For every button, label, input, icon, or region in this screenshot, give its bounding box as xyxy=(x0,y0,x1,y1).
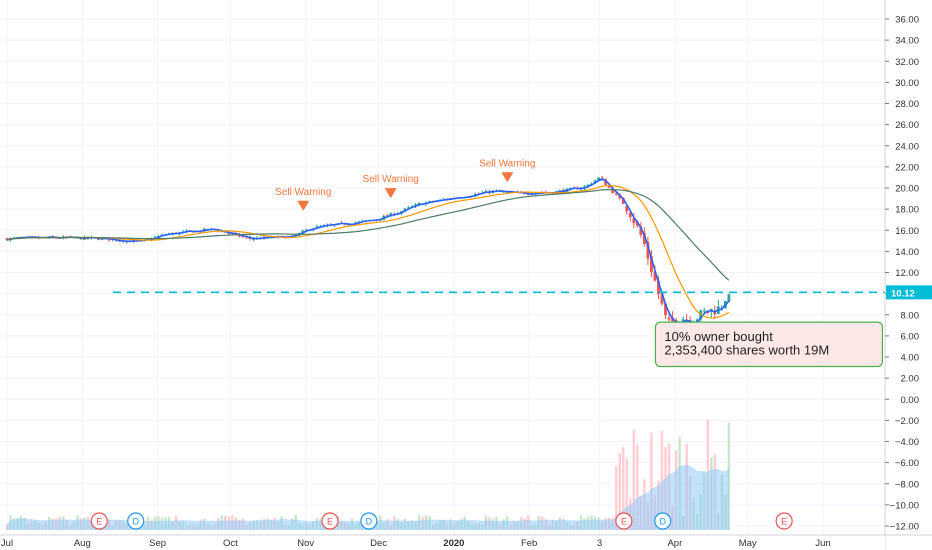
candles xyxy=(5,176,731,330)
event-marker-letter: E xyxy=(621,517,627,527)
annotation-line-2: 2,353,400 shares worth 19M xyxy=(664,343,829,358)
time-tick-label: Nov xyxy=(297,538,314,549)
price-tick-label: 0.00 xyxy=(901,395,920,406)
price-tick-label: 8.00 xyxy=(901,310,920,321)
price-tick-label: −10.00 xyxy=(890,500,919,511)
sell-warning: Sell Warning xyxy=(479,158,535,183)
price-tick-label: −12.00 xyxy=(890,522,919,533)
moving-average-line xyxy=(6,188,730,281)
time-axis[interactable]: Jul Aug Sep Oct Nov Dec 2020 Feb 3 Apr May Jun xyxy=(0,534,932,550)
price-axis[interactable]: 36.00 34.00 32.00 30.00 28.00 26.00 24.00 22.00… xyxy=(884,0,932,550)
price-tick-label: 34.00 xyxy=(895,36,919,47)
volume-bar xyxy=(650,432,653,530)
sell-warning-label: Sell Warning xyxy=(275,187,331,198)
volume-bar xyxy=(660,430,664,530)
price-tick-label: −4.00 xyxy=(895,437,919,448)
candle xyxy=(639,222,643,238)
sell-warning-label: Sell Warning xyxy=(479,158,535,169)
price-tick-label: 22.00 xyxy=(895,162,919,173)
volume-bar xyxy=(622,447,625,530)
time-tick-label: 2020 xyxy=(443,538,464,549)
event-marker-letter: E xyxy=(781,517,787,527)
price-tick-label: 30.00 xyxy=(895,78,919,89)
price-tick-label: 4.00 xyxy=(901,353,920,364)
candle xyxy=(699,309,703,323)
time-tick-label: 3 xyxy=(597,538,602,549)
time-tick-label: Oct xyxy=(223,538,238,549)
owner-buy-annotation: 10% owner bought 2,353,400 shares worth … xyxy=(654,321,884,368)
price-tick-label: 16.00 xyxy=(895,226,919,237)
price-tick-label: 6.00 xyxy=(901,331,920,342)
price-tick-label: 20.00 xyxy=(895,184,919,195)
grid xyxy=(0,0,885,538)
sell-warning-arrow xyxy=(384,188,397,199)
earnings-marker[interactable]: E xyxy=(90,512,108,530)
annotation-box xyxy=(654,321,884,368)
time-tick-label: Sep xyxy=(149,538,166,549)
candle xyxy=(385,213,389,217)
price-tick-label: 2.00 xyxy=(901,374,920,385)
dividend-marker[interactable]: D xyxy=(654,512,672,530)
candle xyxy=(650,249,653,278)
event-marker-letter: E xyxy=(327,517,333,527)
price-tick-label: 32.00 xyxy=(895,57,919,68)
price-tick-label: 12.00 xyxy=(895,268,919,279)
earnings-marker[interactable]: E xyxy=(615,512,633,530)
moving-average-line xyxy=(6,178,730,324)
last-price-tag-label: 10.12 xyxy=(891,288,915,299)
candle xyxy=(716,299,720,315)
volume-bar xyxy=(615,466,618,530)
candle xyxy=(706,311,710,315)
sell-warning: Sell Warning xyxy=(275,187,331,211)
price-tick-label: −6.00 xyxy=(895,458,919,469)
event-marker-letter: D xyxy=(132,517,139,527)
sell-warning-arrow xyxy=(501,172,514,183)
time-tick-label: Jul xyxy=(1,538,13,549)
moving-average-line xyxy=(6,185,730,319)
price-tick-label: 28.00 xyxy=(895,99,919,110)
price-tick-label: −8.00 xyxy=(895,479,919,490)
price-tick-label: 14.00 xyxy=(895,247,919,258)
sell-warning-arrow xyxy=(297,200,310,211)
price-tick-label: 26.00 xyxy=(895,120,919,131)
sell-warning-label: Sell Warning xyxy=(363,174,419,185)
event-marker-letter: D xyxy=(659,517,666,527)
moving-averages xyxy=(6,178,730,324)
volume-bar xyxy=(632,429,636,530)
price-tick-label: 36.00 xyxy=(895,15,919,26)
annotation-line-1: 10% owner bought xyxy=(664,329,773,344)
time-tick-label: May xyxy=(739,538,757,549)
time-tick-label: Dec xyxy=(370,538,387,549)
candle xyxy=(304,228,308,231)
sell-warning: Sell Warning xyxy=(363,174,419,199)
dividend-marker[interactable]: D xyxy=(360,512,378,530)
volume-bar xyxy=(625,458,628,530)
volume-bar xyxy=(636,444,639,530)
time-tick-label: Jun xyxy=(815,538,830,549)
event-marker-letter: E xyxy=(96,517,102,527)
candle xyxy=(646,236,650,266)
last-price-tag: 10.12 xyxy=(886,285,932,300)
dividend-marker[interactable]: D xyxy=(127,512,145,530)
price-tick-label: 18.00 xyxy=(895,205,919,216)
last-price-tag-box xyxy=(886,285,932,300)
volume-bar xyxy=(618,453,621,530)
price-tick-label: −2.00 xyxy=(895,416,919,427)
time-tick-label: Aug xyxy=(74,538,91,549)
sell-warnings: Sell Warning Sell Warning Sell Warning xyxy=(275,158,535,211)
event-marker-letter: D xyxy=(366,517,373,527)
time-tick-label: Apr xyxy=(667,538,682,549)
earnings-marker[interactable]: E xyxy=(321,512,339,530)
earnings-marker[interactable]: E xyxy=(775,512,793,530)
time-tick-label: Feb xyxy=(521,538,537,549)
candle xyxy=(625,205,629,215)
price-tick-label: 24.00 xyxy=(895,141,919,152)
